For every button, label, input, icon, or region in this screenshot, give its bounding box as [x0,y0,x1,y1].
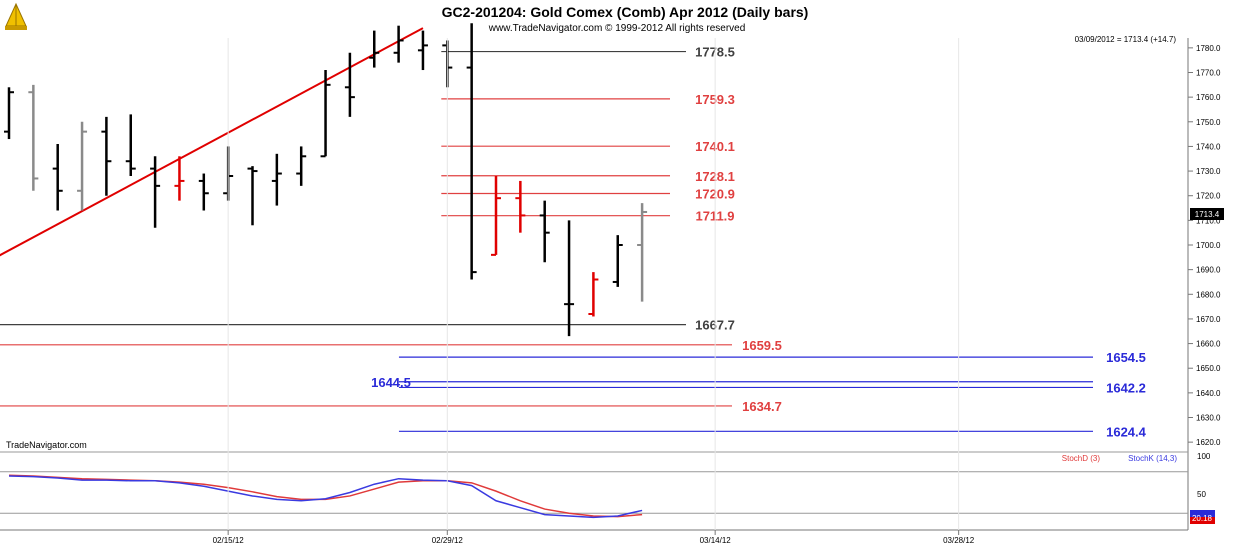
stoch-last-value-marker: 20.18 [1190,510,1215,524]
price-tick-label: 1620.0 [1196,438,1221,447]
price-axis-ticks: 1620.0 1630.0 1640.0 1650.0 1660.0 1670.0 1680… [1188,44,1221,447]
price-bars [4,23,648,337]
ohlc-bar-02-17-12 [271,153,282,206]
ohlc-bar-02-24-12 [369,30,380,68]
ohlc-bar-02-28-12 [417,30,428,71]
ohlc-bar-02-10-12 [150,156,161,228]
price-tick-label: 1650.0 [1196,364,1221,373]
level-label-1654-5: 1654.5 [1106,350,1146,365]
ohlc-bar-03-12-12 [637,203,648,302]
stoch-k-line [8,475,643,519]
fibonacci-levels: 1778.51759.31740.11728.11720.91711.91667… [0,45,1147,439]
ohlc-bar-02-14-12 [198,173,209,211]
level-label-1644-5: 1644.5 [371,375,411,390]
price-tick-label: 1780.0 [1196,44,1221,53]
ohlc-bar-02-13-12 [174,156,185,201]
last-price-marker: 1713.4 [1190,208,1224,220]
time-tick-label: 02/29/12 [432,536,464,545]
price-tick-label: 1730.0 [1196,167,1221,176]
trendline [0,27,424,257]
stoch-last-value: 20.18 [1192,514,1213,523]
price-tick-label: 1660.0 [1196,340,1221,349]
ohlc-bar-02-16-12 [247,166,258,226]
stochastic-pane [0,471,1188,519]
ohlc-bar-02-08-12 [101,116,112,196]
ohlc-bar-03-05-12 [515,180,526,233]
ohlc-bar-02-27-12 [393,25,404,63]
ohlc-bar-03-07-12 [564,220,575,337]
trade-navigator-logo-icon [2,2,30,32]
ohlc-bar-02-09-12 [125,114,136,176]
level-label-1642-2: 1642.2 [1106,380,1146,395]
price-tick-label: 1770.0 [1196,69,1221,78]
price-tick-label: 1630.0 [1196,414,1221,423]
level-label-1634-7: 1634.7 [742,399,782,414]
ohlc-bar-02-07-12 [77,121,88,211]
ohlc-bar-02-03-12 [28,84,39,191]
ohlc-bar-02-06-12 [52,143,63,211]
price-tick-label: 1760.0 [1196,93,1221,102]
watermark-text: TradeNavigator.com [6,440,87,450]
ohlc-bar-02-21-12 [296,146,307,186]
price-tick-label: 1700.0 [1196,241,1221,250]
chart-title: GC2-201204: Gold Comex (Comb) Apr 2012 (… [442,4,809,20]
price-tick-label: 1690.0 [1196,266,1221,275]
price-tick-label: 1680.0 [1196,290,1221,299]
price-tick-label: 1750.0 [1196,118,1221,127]
ohlc-bar-02-22-12 [320,70,331,158]
stoch-axis-100: 100 [1197,452,1211,461]
trendline-layer [0,27,424,257]
time-tick-label: 03/28/12 [943,536,975,545]
ohlc-bar-02-02-12 [4,87,14,140]
price-tick-label: 1710.0 [1196,216,1221,225]
price-tick-label: 1640.0 [1196,389,1221,398]
ohlc-bar-03-02-12 [491,176,501,256]
time-tick-label: 03/14/12 [700,536,732,545]
ohlc-bar-03-09-12 [612,235,623,287]
price-tick-label: 1740.0 [1196,142,1221,151]
time-axis-ticks: 02/15/12 02/29/12 03/14/12 03/28/12 [213,38,975,545]
level-label-1659-5: 1659.5 [742,338,782,353]
price-readout: 03/09/2012 = 1713.4 (+14.7) [1075,35,1177,44]
stoch-axis-50: 50 [1197,490,1206,499]
price-tick-label: 1670.0 [1196,315,1221,324]
last-price-label: 1713.4 [1195,210,1220,219]
price-tick-label: 1720.0 [1196,192,1221,201]
stoch-k-legend: StochK (14,3) [1128,454,1177,463]
level-label-1624-4: 1624.4 [1106,424,1147,439]
ohlc-bar-03-08-12 [588,272,599,317]
copyright-text: www.TradeNavigator.com © 1999-2012 All r… [488,23,746,34]
stoch-d-legend: StochD (3) [1062,454,1101,463]
time-tick-label: 02/15/12 [213,536,245,545]
ohlc-bar-03-01-12 [466,23,477,280]
ohlc-bar-03-06-12 [539,200,550,263]
ohlc-bar-02-23-12 [344,52,355,117]
